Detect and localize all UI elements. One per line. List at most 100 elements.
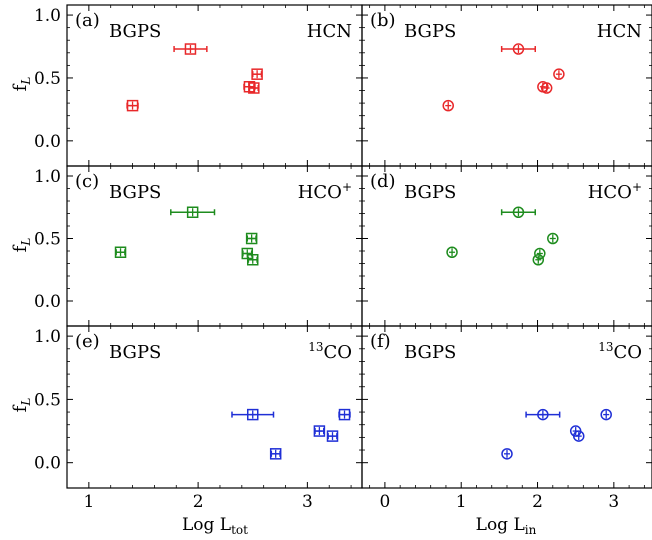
xtick-label: 0 <box>379 492 390 512</box>
xtick-label: 3 <box>302 492 313 512</box>
xtick-label: 2 <box>532 492 543 512</box>
panel-tracer-label: HCN <box>307 21 352 42</box>
ytick-label: 0.5 <box>34 69 61 89</box>
ytick-label: 0.5 <box>34 230 61 250</box>
svg-text:fL: fL <box>10 398 33 413</box>
ylabel-sub: L <box>19 238 33 247</box>
panel-tracer-label: HCO+ <box>298 180 352 203</box>
ytick-label: 0.0 <box>34 132 61 152</box>
panel-tracer-label: 13CO <box>308 340 352 363</box>
data-point <box>245 232 258 245</box>
marker-circle <box>442 99 454 112</box>
panel-d: (d) BGPS HCO+ <box>361 165 652 327</box>
marker-square <box>248 82 260 94</box>
marker-square <box>126 99 139 112</box>
tracer-base: HCN <box>307 21 352 42</box>
panel-e: 0.0 0.5 1.0 1 2 3 (e) BGPS 13CO <box>34 325 363 512</box>
xlabel-right: Log Lin <box>476 515 537 537</box>
tracer-base: CO <box>613 342 642 363</box>
data-point <box>572 430 585 442</box>
tracer-sup: + <box>632 180 642 194</box>
data-point <box>173 43 208 55</box>
ytick-label: 0.0 <box>34 292 61 312</box>
marker-circle <box>446 246 458 258</box>
marker-square <box>269 448 282 460</box>
data-point <box>338 408 351 421</box>
data-point <box>114 246 127 258</box>
data-point <box>126 99 139 112</box>
tracer-base: HCO <box>588 182 632 203</box>
marker-circle <box>501 448 513 460</box>
marker-circle <box>553 68 565 80</box>
ylabel-row-2: fL <box>10 238 33 253</box>
svg-text:fL: fL <box>10 77 33 92</box>
marker-circle <box>532 254 545 266</box>
marker-square <box>313 425 326 437</box>
marker-square <box>245 232 258 245</box>
tracer-sup: + <box>342 180 352 194</box>
data-point <box>600 408 612 421</box>
marker-circle <box>512 206 525 218</box>
panel-a: 0.0 0.5 1.0 (a) BGPS HCN <box>34 4 363 167</box>
panel-letter: (a) <box>75 10 100 31</box>
xtick-label: 1 <box>456 492 467 512</box>
ylabel-main: f <box>10 83 31 91</box>
data-point <box>553 68 565 80</box>
marker-circle <box>534 247 546 260</box>
marker-circle <box>537 408 549 421</box>
data-point <box>442 99 454 112</box>
xtick-label: 2 <box>193 492 204 512</box>
xlabel-left: Log Ltot <box>182 515 248 537</box>
ylabel-row-1: fL <box>10 77 33 92</box>
data-point <box>269 448 282 460</box>
ylabel-main: f <box>10 244 31 252</box>
panel-survey-label: BGPS <box>109 342 161 363</box>
panel-tracer-label: HCO+ <box>588 180 642 203</box>
data-point <box>246 254 259 266</box>
panel-survey-label: BGPS <box>404 342 456 363</box>
xtick-label: 1 <box>83 492 94 512</box>
data-point <box>534 247 546 260</box>
tracer-base: CO <box>323 342 352 363</box>
ylabel-main: f <box>10 404 31 412</box>
marker-square <box>114 246 127 258</box>
panel-letter: (e) <box>75 331 100 352</box>
panel-tracer-label: 13CO <box>598 340 642 363</box>
marker-circle <box>600 408 612 421</box>
data-point <box>547 232 559 245</box>
data-point <box>532 254 545 266</box>
data-point <box>501 448 513 460</box>
ylabel-sub: L <box>19 77 33 86</box>
marker-square <box>246 408 259 421</box>
marker-square <box>186 206 199 218</box>
ytick-label: 1.0 <box>34 6 61 26</box>
tracer-base: HCO <box>298 182 342 203</box>
ytick-label: 0.5 <box>34 390 61 410</box>
tracer-pre: 13 <box>308 340 323 354</box>
marker-square <box>326 430 339 442</box>
panels: 0.0 0.5 1.0 (a) BGPS HCN (b) BGPS HCN 0.0 0.5 1.0 (c… <box>34 4 652 512</box>
ytick-label: 1.0 <box>34 167 61 187</box>
data-point <box>326 430 339 442</box>
panel-survey-label: BGPS <box>109 182 161 203</box>
marker-circle <box>512 43 525 55</box>
data-point <box>500 43 536 55</box>
data-point <box>500 206 536 218</box>
panel-survey-label: BGPS <box>404 21 456 42</box>
data-point <box>313 425 326 437</box>
marker-circle <box>547 232 559 245</box>
panel-survey-label: BGPS <box>109 21 161 42</box>
xtick-label: 3 <box>608 492 619 512</box>
tracer-pre: 13 <box>598 340 613 354</box>
data-point <box>231 408 275 421</box>
panel-survey-label: BGPS <box>404 182 456 203</box>
ytick-label: 0.0 <box>34 454 61 474</box>
panel-f: 0 1 2 3 (f) BGPS 13CO <box>361 325 652 512</box>
tracer-base: HCN <box>597 21 642 42</box>
panel-b: (b) BGPS HCN <box>361 4 652 167</box>
data-point <box>540 82 553 94</box>
panel-letter: (d) <box>370 171 396 192</box>
ylabel-row-3: fL <box>10 398 33 413</box>
marker-square <box>251 68 263 80</box>
